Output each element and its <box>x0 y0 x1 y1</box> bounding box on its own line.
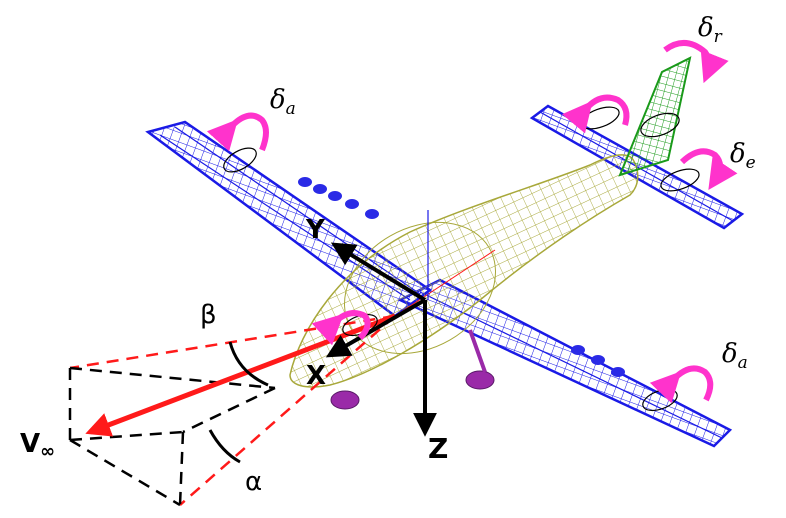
body-axes <box>325 242 437 437</box>
rotation-arrows <box>206 40 738 404</box>
z-axis-label: Z <box>428 432 448 465</box>
engine-pods <box>298 177 625 377</box>
alpha-arc <box>208 429 241 464</box>
x-axis-label: X <box>306 361 326 391</box>
rudder-label: δr <box>698 13 723 47</box>
roll-rotation-icon <box>311 310 371 346</box>
aileron-left-rotation-icon <box>206 112 269 152</box>
beta-label: β <box>200 300 217 330</box>
elevator-rotation-icon <box>679 148 738 190</box>
velocity-label: V∞ <box>20 429 55 462</box>
elevator-label: δe <box>730 139 756 173</box>
velocity-cone <box>69 314 396 506</box>
aileron-left-label: δa <box>270 85 296 119</box>
beta-arc <box>228 341 269 387</box>
aileron-right-label: δa <box>722 339 748 373</box>
y-axis-label: Y <box>305 215 326 245</box>
elevator-left-rotation-icon <box>561 94 630 134</box>
x-axis-arrow <box>325 298 427 358</box>
rudder-rotation-icon <box>663 40 729 84</box>
landing-gear <box>330 329 495 410</box>
y-axis-arrow <box>330 242 427 302</box>
alpha-label: α <box>245 467 262 497</box>
velocity-box <box>68 366 276 507</box>
aileron-right-rotation-icon <box>649 365 714 404</box>
